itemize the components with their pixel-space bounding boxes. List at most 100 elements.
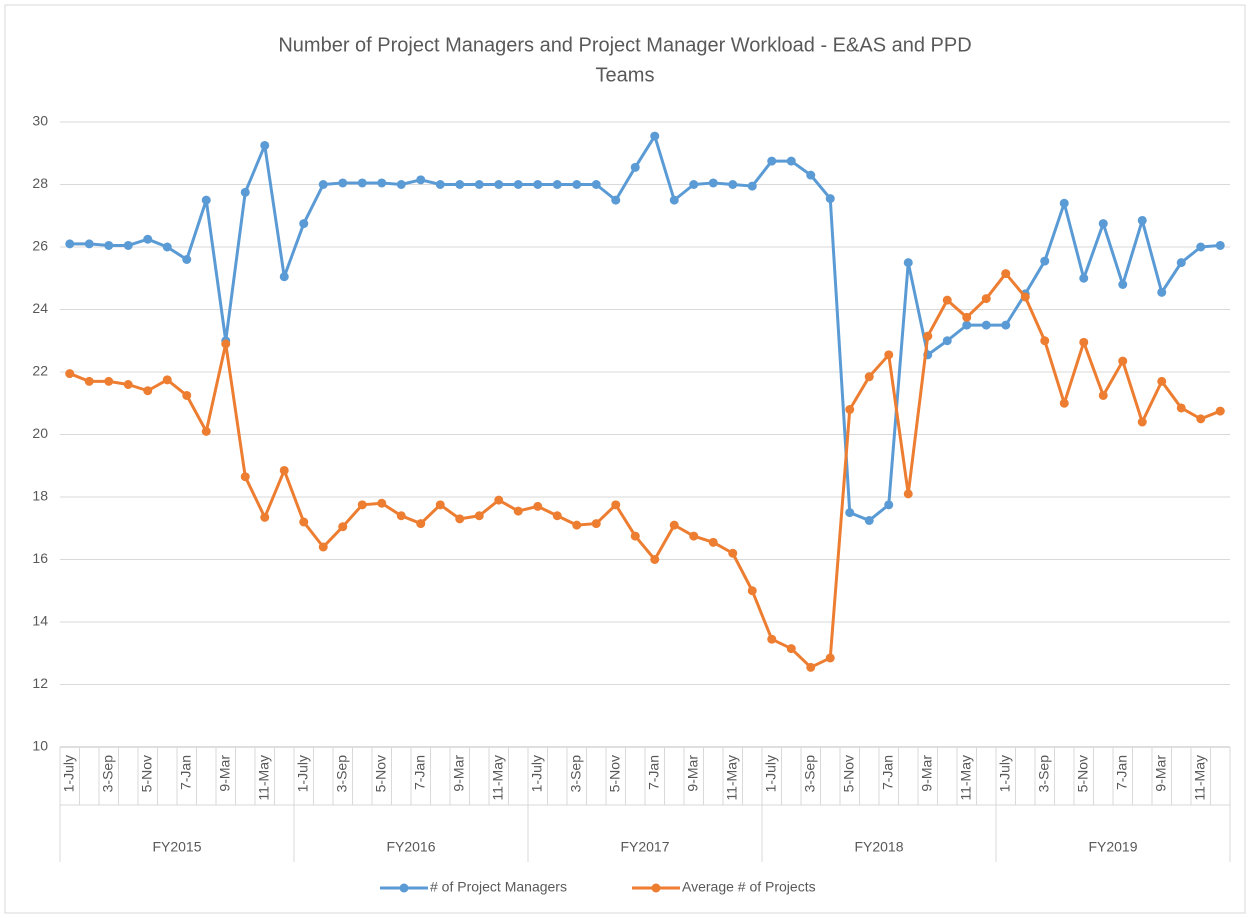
data-point <box>221 339 231 349</box>
x-tick-label: 11-May <box>489 755 505 801</box>
data-point <box>1059 398 1069 408</box>
data-point <box>240 187 250 197</box>
data-point <box>201 426 211 436</box>
data-point <box>1215 406 1225 416</box>
data-point <box>1118 280 1128 289</box>
data-point <box>747 181 757 191</box>
x-tick-label: 1-July <box>762 755 778 792</box>
data-point <box>162 242 172 252</box>
data-point <box>611 500 621 510</box>
legend-label: # of Project Managers <box>430 879 567 895</box>
data-point <box>981 294 991 304</box>
data-point <box>747 586 757 596</box>
data-point <box>942 295 952 305</box>
data-point <box>513 506 523 516</box>
x-tick-label: 9-Mar <box>918 755 934 792</box>
data-point <box>591 180 601 189</box>
data-point <box>455 514 465 524</box>
data-point <box>845 405 855 414</box>
data-point <box>104 240 114 250</box>
legend-label: Average # of Projects <box>682 879 816 895</box>
x-tick-label: 7-Jan <box>411 755 427 790</box>
data-point <box>825 194 835 204</box>
data-point <box>1079 273 1089 283</box>
data-point <box>728 548 738 558</box>
data-point <box>260 140 270 150</box>
data-point <box>104 376 114 386</box>
x-tick-label: 11-May <box>255 755 271 801</box>
data-point <box>708 178 718 188</box>
data-point <box>1098 219 1108 229</box>
y-tick-label: 18 <box>32 488 48 504</box>
data-point <box>494 495 504 505</box>
data-point <box>65 239 75 249</box>
legend-marker <box>399 883 409 893</box>
data-point <box>962 320 972 330</box>
data-point <box>494 180 504 189</box>
data-point <box>84 376 94 386</box>
group-label: FY2015 <box>152 839 201 855</box>
x-tick-label: 7-Jan <box>645 755 661 790</box>
data-point <box>864 372 874 382</box>
y-tick-label: 14 <box>32 613 48 629</box>
data-point <box>552 180 562 189</box>
data-point <box>1176 403 1186 413</box>
x-tick-label: 3-Sep <box>801 755 817 793</box>
data-point <box>279 465 289 475</box>
x-tick-label: 3-Sep <box>333 755 349 793</box>
data-point <box>572 180 582 189</box>
data-point <box>201 195 211 205</box>
data-point <box>299 219 309 229</box>
x-tick-label: 7-Jan <box>177 755 193 790</box>
data-point <box>318 542 328 552</box>
group-label: FY2019 <box>1088 839 1137 855</box>
x-tick-label: 3-Sep <box>99 755 115 793</box>
data-point <box>1020 292 1030 302</box>
data-point <box>279 272 289 282</box>
x-tick-label: 11-May <box>957 755 973 801</box>
data-point <box>1040 256 1050 266</box>
x-tick-label: 5-Nov <box>1074 755 1090 792</box>
data-point <box>1196 414 1206 424</box>
data-point <box>864 515 874 525</box>
data-point <box>552 511 562 521</box>
data-point <box>318 180 328 189</box>
data-point <box>143 386 153 396</box>
x-tick-label: 1-July <box>294 755 310 792</box>
data-point <box>630 162 640 172</box>
y-tick-label: 22 <box>32 363 48 379</box>
x-tick-label: 3-Sep <box>1035 755 1051 793</box>
data-point <box>825 653 835 663</box>
data-point <box>123 240 133 250</box>
data-point <box>182 255 192 264</box>
data-point <box>162 375 172 385</box>
data-point <box>689 531 699 541</box>
data-point <box>240 472 250 482</box>
x-tick-label: 9-Mar <box>1152 755 1168 792</box>
data-point <box>669 195 679 205</box>
data-point <box>903 489 913 499</box>
data-point <box>1215 240 1225 250</box>
group-label: FY2018 <box>854 839 903 855</box>
data-point <box>845 508 855 518</box>
x-tick-label: 5-Nov <box>138 755 154 792</box>
data-point <box>1176 258 1186 268</box>
y-tick-label: 24 <box>32 300 48 316</box>
data-point <box>903 258 913 268</box>
data-point <box>182 390 192 400</box>
data-point <box>357 178 367 188</box>
data-point <box>533 180 543 189</box>
x-tick-label: 9-Mar <box>684 755 700 792</box>
y-tick-label: 28 <box>32 175 48 191</box>
data-point <box>260 512 270 522</box>
chart-title: Number of Project Managers and Project M… <box>278 34 971 56</box>
data-point <box>884 500 894 510</box>
data-point <box>1040 336 1050 346</box>
data-point <box>611 195 621 205</box>
x-tick-label: 7-Jan <box>879 755 895 790</box>
data-point <box>1001 320 1011 330</box>
series-line <box>69 134 1221 522</box>
data-point <box>1157 287 1167 297</box>
data-point <box>435 500 445 510</box>
data-point <box>572 520 582 530</box>
